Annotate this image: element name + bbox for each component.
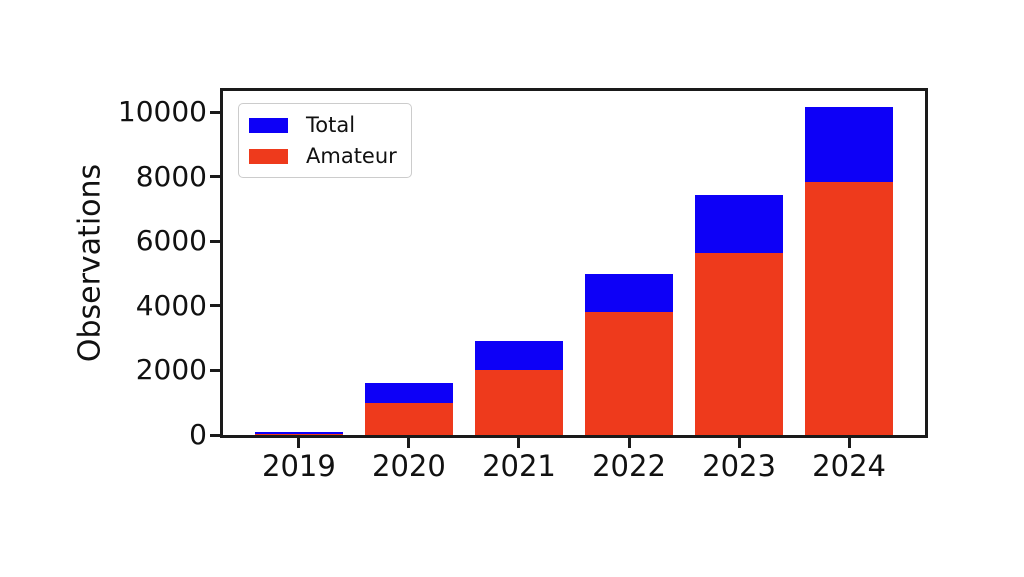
x-tick-mark-2023 — [737, 438, 741, 448]
bar-amateur-2021 — [474, 370, 563, 435]
y-tick-mark-0 — [210, 433, 220, 437]
x-tick-label-2021: 2021 — [482, 449, 556, 483]
bar-amateur-2022 — [585, 312, 674, 435]
x-tick-label-2022: 2022 — [592, 449, 666, 483]
legend-swatch-total — [249, 117, 288, 133]
y-tick-label-2000: 2000 — [135, 353, 207, 387]
y-tick-label-0: 0 — [189, 418, 207, 451]
x-tick-mark-2019 — [297, 438, 301, 448]
x-tick-mark-2022 — [627, 438, 631, 448]
legend-item-amateur: Amateur — [249, 144, 397, 168]
bar-amateur-2023 — [695, 252, 784, 435]
legend-swatch-amateur — [249, 148, 288, 164]
x-tick-mark-2021 — [517, 438, 521, 448]
bar-total-2019 — [254, 432, 343, 435]
y-tick-label-8000: 8000 — [135, 159, 207, 193]
bar-amateur-2024 — [805, 181, 894, 435]
x-tick-mark-2020 — [407, 438, 411, 448]
y-tick-mark-2000 — [210, 368, 220, 372]
legend-label-total: Total — [306, 113, 356, 137]
legend-label-amateur: Amateur — [306, 144, 397, 169]
y-tick-label-10000: 10000 — [117, 95, 207, 129]
bar-amateur-2019 — [254, 434, 343, 435]
bar-amateur-2020 — [364, 402, 453, 435]
legend-item-total: Total — [249, 113, 397, 137]
legend: Total Amateur — [238, 103, 412, 179]
x-tick-mark-2024 — [847, 438, 851, 448]
plot-area: Total Amateur 0 2000 4000 6000 8000 10000 2019… — [118, 88, 928, 481]
x-tick-label-2020: 2020 — [372, 449, 446, 483]
y-tick-label-6000: 6000 — [135, 224, 207, 258]
y-tick-mark-4000 — [210, 304, 220, 308]
x-tick-label-2024: 2024 — [812, 449, 886, 483]
y-tick-mark-8000 — [210, 175, 220, 179]
x-tick-label-2023: 2023 — [702, 449, 776, 483]
y-axis-title: Observations — [72, 163, 108, 363]
x-tick-label-2019: 2019 — [262, 449, 336, 483]
y-tick-mark-10000 — [210, 110, 220, 114]
y-tick-label-4000: 4000 — [135, 288, 207, 322]
y-tick-mark-6000 — [210, 239, 220, 243]
